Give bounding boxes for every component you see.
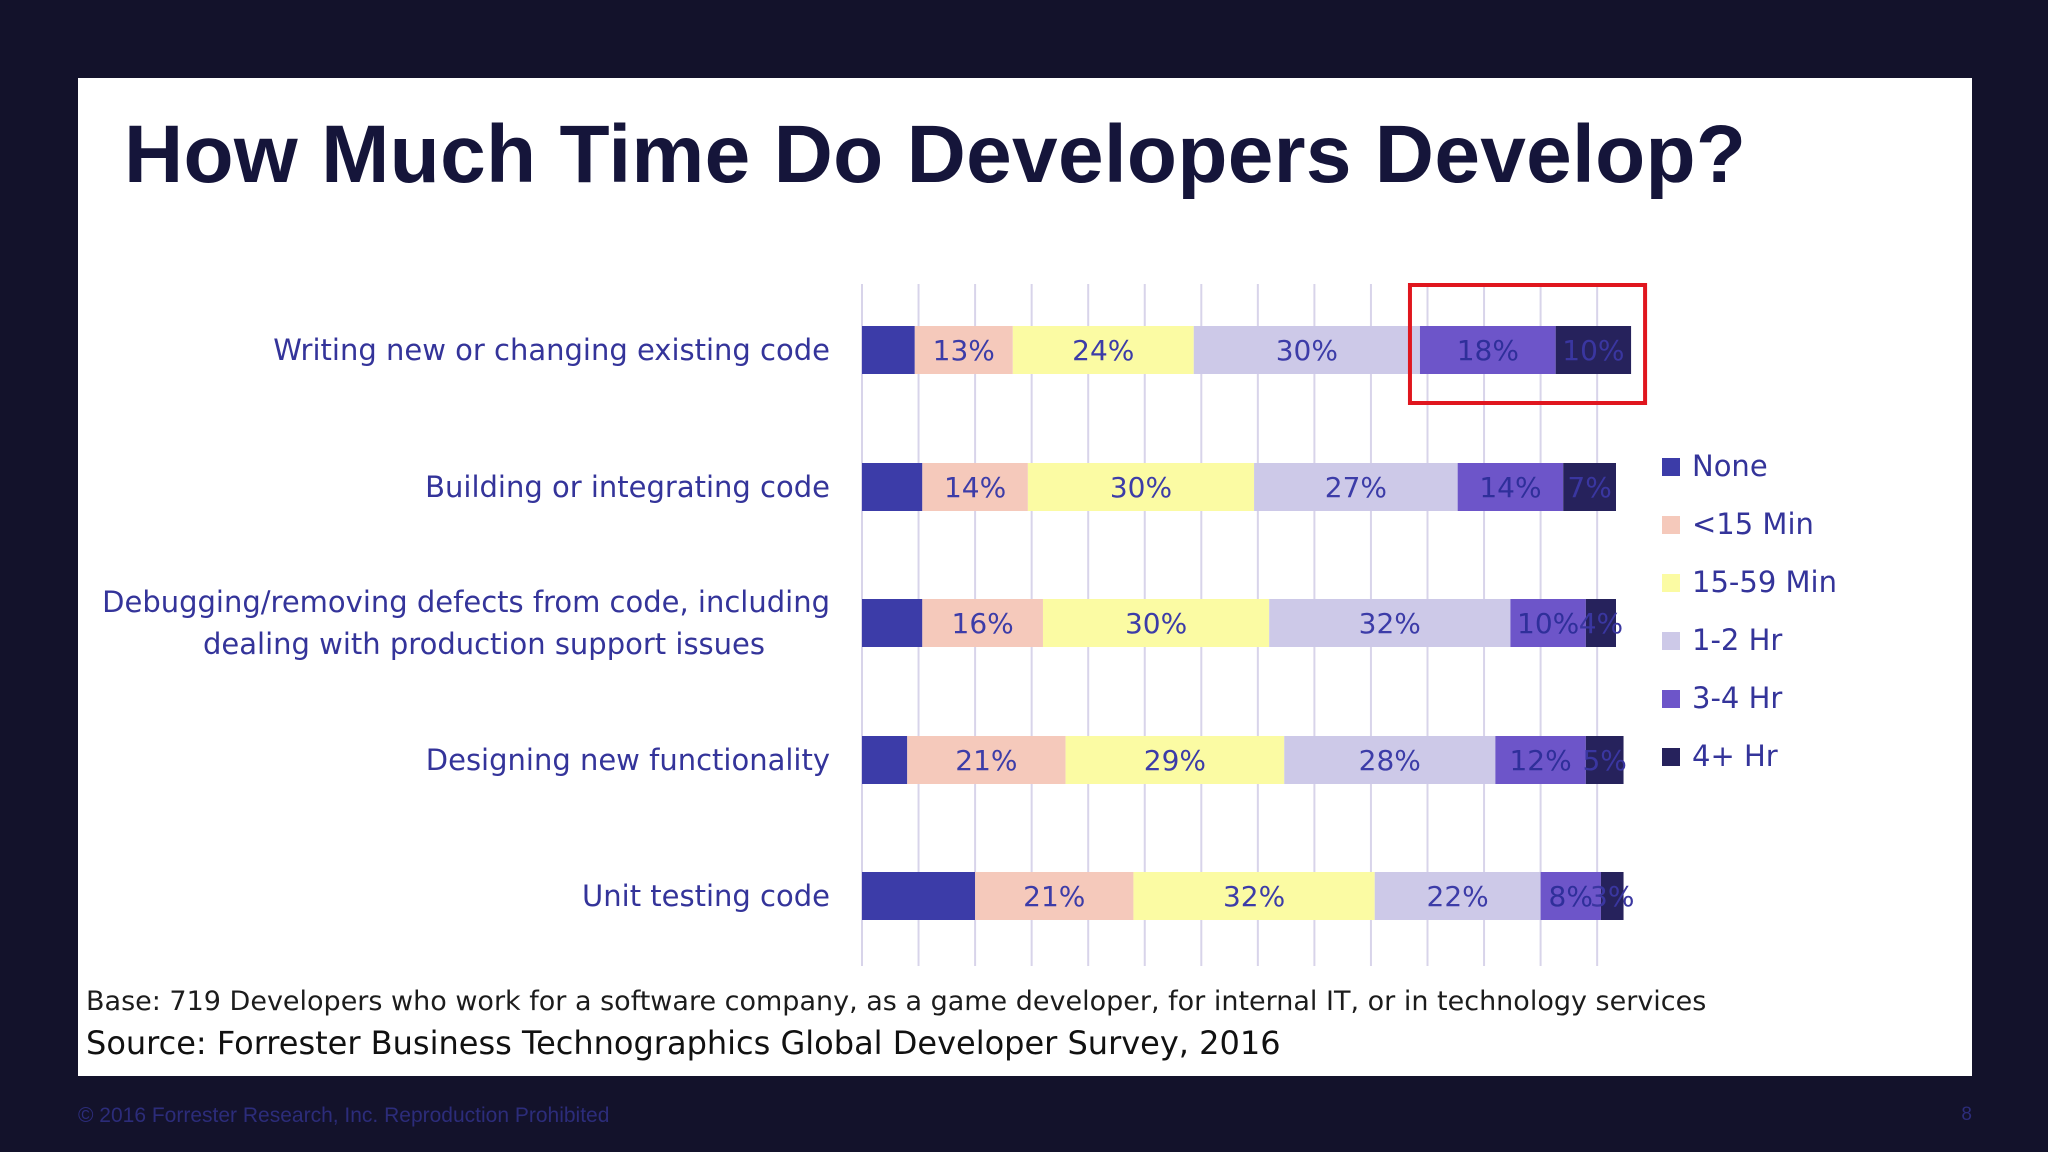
bar-data-label: 5% — [1582, 744, 1626, 777]
bar-segment — [862, 599, 923, 647]
bar-segment — [1540, 872, 1601, 920]
category-label: Debugging/removing defects from code, in… — [102, 585, 830, 619]
bar-segment — [1269, 599, 1511, 647]
slide-title: How Much Time Do Developers Develop? — [124, 109, 1747, 200]
stacked-bar-chart: 13% 24% 30% 18% 10% Writing new or changing e… — [102, 283, 1837, 966]
bar-segment — [914, 326, 1013, 374]
category-label: Building or integrating code — [425, 470, 830, 504]
legend-label: <15 Min — [1692, 507, 1814, 541]
base-note: Base: 719 Developers who work for a soft… — [86, 986, 1707, 1017]
bar-data-label: 14% — [1479, 471, 1541, 504]
bar-segment — [975, 872, 1134, 920]
bar-data-label: 27% — [1325, 471, 1387, 504]
bar-segment — [1563, 463, 1616, 511]
category-label: Designing new functionality — [426, 743, 830, 777]
bar-segment — [1027, 463, 1255, 511]
highlight-box — [1407, 283, 1648, 405]
bar-data-label: 32% — [1359, 607, 1421, 640]
bar-data-label: 14% — [944, 471, 1006, 504]
category-label: dealing with production support issues — [203, 627, 765, 661]
bar-segment — [1510, 599, 1586, 647]
legend-label: 15-59 Min — [1692, 565, 1837, 599]
bar-segment — [862, 736, 908, 784]
legend-swatch — [1662, 748, 1680, 766]
legend-label: 1-2 Hr — [1692, 623, 1782, 657]
legend-swatch — [1662, 458, 1680, 476]
bar-data-label: 32% — [1223, 880, 1285, 913]
bar-segment — [1133, 872, 1375, 920]
footer-page-number: 8 — [1961, 1104, 1972, 1125]
source-note: Source: Forrester Business Technographic… — [86, 1024, 1281, 1062]
bar-data-label: 16% — [952, 607, 1014, 640]
bar-data-label: 13% — [933, 334, 995, 367]
bar-segment — [1042, 599, 1270, 647]
bar-data-label: 21% — [1023, 880, 1085, 913]
bar-segment — [1585, 736, 1624, 784]
bar-segment — [1600, 872, 1624, 920]
slide: How Much Time Do Developers Develop? 13%… — [78, 78, 1972, 1076]
bar-segment — [1012, 326, 1194, 374]
footer-copyright: © 2016 Forrester Research, Inc. Reproduc… — [78, 1104, 610, 1127]
bar-segment — [862, 326, 915, 374]
bar-data-label: 29% — [1144, 744, 1206, 777]
bar-data-label: 21% — [955, 744, 1017, 777]
legend-label: 3-4 Hr — [1692, 681, 1782, 715]
category-label: Unit testing code — [582, 879, 830, 913]
bar-segment — [862, 463, 923, 511]
bar-data-label: 12% — [1509, 744, 1571, 777]
bar-segment — [1374, 872, 1541, 920]
bar-data-label: 24% — [1072, 334, 1134, 367]
legend-swatch — [1662, 574, 1680, 592]
bar-data-label: 22% — [1427, 880, 1489, 913]
bar-segment — [922, 463, 1028, 511]
bar-data-label: 30% — [1125, 607, 1187, 640]
bar-segment — [1284, 736, 1496, 784]
bar-segment — [1193, 326, 1420, 374]
bar-data-label: 30% — [1110, 471, 1172, 504]
bar-segment — [1065, 736, 1285, 784]
bar-segment — [922, 599, 1043, 647]
legend-label: None — [1692, 449, 1768, 483]
bar-data-label: 10% — [1517, 607, 1579, 640]
bar-segment — [1419, 326, 1556, 374]
bar-data-label: 30% — [1276, 334, 1338, 367]
bar-data-label: 28% — [1359, 744, 1421, 777]
legend-swatch — [1662, 690, 1680, 708]
legend-label: 4+ Hr — [1692, 739, 1778, 773]
bar-segment — [1585, 599, 1616, 647]
bar-data-label: 8% — [1549, 880, 1593, 913]
bar-segment — [1254, 463, 1458, 511]
bar-data-label: 10% — [1562, 334, 1624, 367]
bar-data-label: 7% — [1567, 471, 1611, 504]
bar-segment — [1495, 736, 1586, 784]
bar-data-label: 18% — [1457, 334, 1519, 367]
bar-segment — [1457, 463, 1564, 511]
category-label: Writing new or changing existing code — [273, 333, 830, 367]
legend-swatch — [1662, 632, 1680, 650]
bar-data-label: 4% — [1579, 607, 1623, 640]
bar-segment — [1555, 326, 1632, 374]
bar-segment — [862, 872, 976, 920]
bar-segment — [907, 736, 1066, 784]
bar-data-label: 3% — [1590, 880, 1634, 913]
legend-swatch — [1662, 516, 1680, 534]
